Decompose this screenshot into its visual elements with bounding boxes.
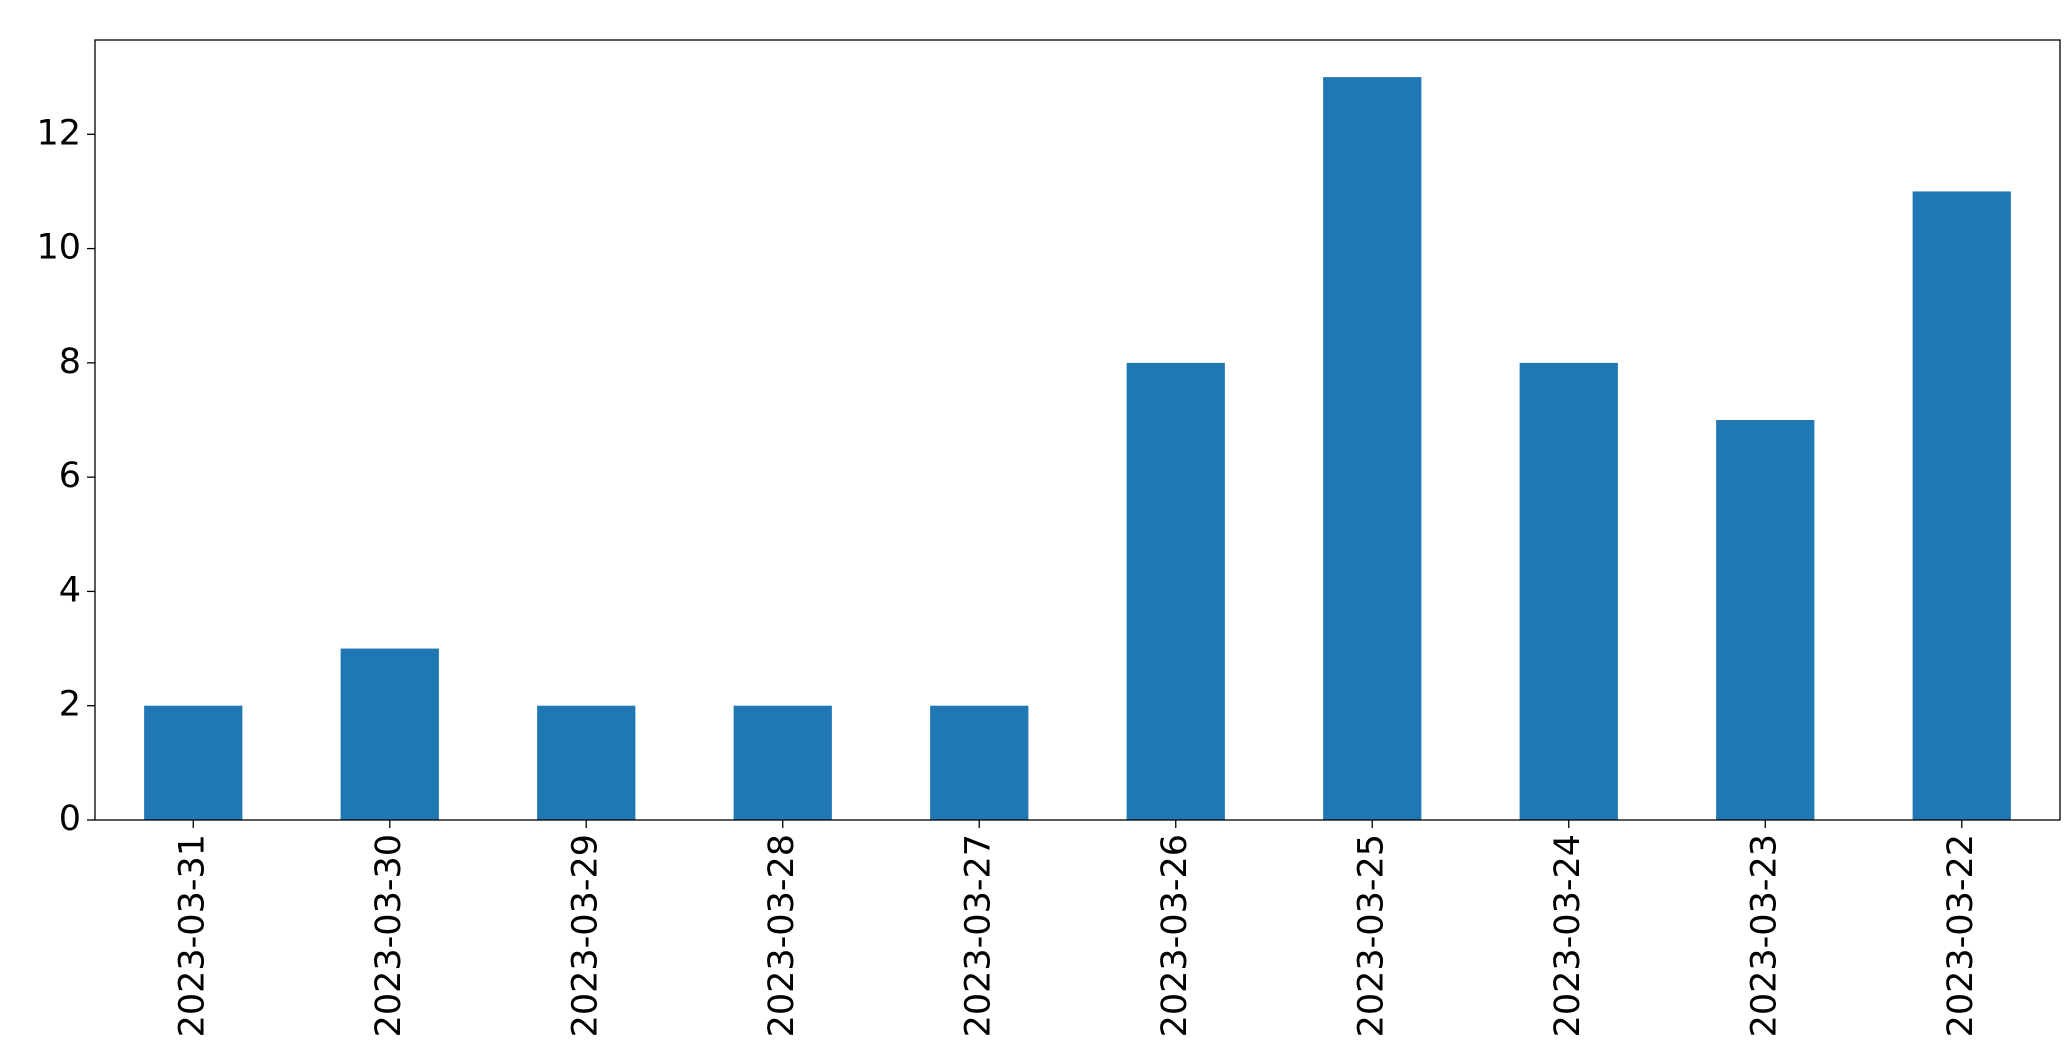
bar [340,648,439,820]
bar [144,705,243,820]
bar [1912,191,2011,820]
y-tick-label: 2 [59,685,81,725]
x-tick-label: 2023-03-24 [1548,834,1588,1037]
x-tick-label: 2023-03-25 [1351,834,1391,1037]
x-tick-label: 2023-03-29 [565,834,605,1037]
y-tick-label: 0 [59,799,81,839]
bar [733,705,832,820]
bar [1519,362,1618,820]
x-tick-label: 2023-03-31 [172,834,212,1037]
x-tick-label: 2023-03-28 [762,834,802,1037]
plot-frame [94,39,2061,821]
x-tick-label: 2023-03-27 [958,834,998,1037]
x-tick-label: 2023-03-22 [1941,834,1981,1037]
y-tick-label: 10 [36,228,81,268]
x-tick-label: 2023-03-23 [1744,834,1784,1037]
y-tick-label: 8 [59,342,81,382]
x-tick-label: 2023-03-26 [1155,834,1195,1037]
bar [1716,420,1815,820]
y-tick-label: 6 [59,456,81,496]
bar [1126,362,1225,820]
y-tick-label: 4 [59,570,81,610]
bar [930,705,1029,820]
bar [537,705,636,820]
bar [1323,77,1422,820]
y-tick-label: 12 [36,113,81,153]
x-tick-label: 2023-03-30 [369,834,409,1037]
